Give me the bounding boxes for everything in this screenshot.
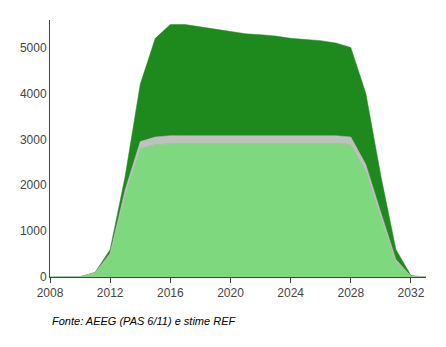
svg-text:4000: 4000 [20,87,47,101]
svg-text:Fonte: AEEG (PAS 6/11) e stime: Fonte: AEEG (PAS 6/11) e stime REF [52,315,236,327]
svg-text:3000: 3000 [20,133,47,147]
svg-text:0: 0 [40,270,47,284]
svg-text:2008: 2008 [37,286,64,300]
svg-text:2000: 2000 [20,178,47,192]
svg-text:2028: 2028 [337,286,364,300]
svg-text:2032: 2032 [398,286,425,300]
svg-text:2024: 2024 [277,286,304,300]
svg-text:2016: 2016 [157,286,184,300]
svg-text:5000: 5000 [20,41,47,55]
svg-text:1000: 1000 [20,224,47,238]
svg-text:2020: 2020 [217,286,244,300]
svg-text:2012: 2012 [97,286,124,300]
